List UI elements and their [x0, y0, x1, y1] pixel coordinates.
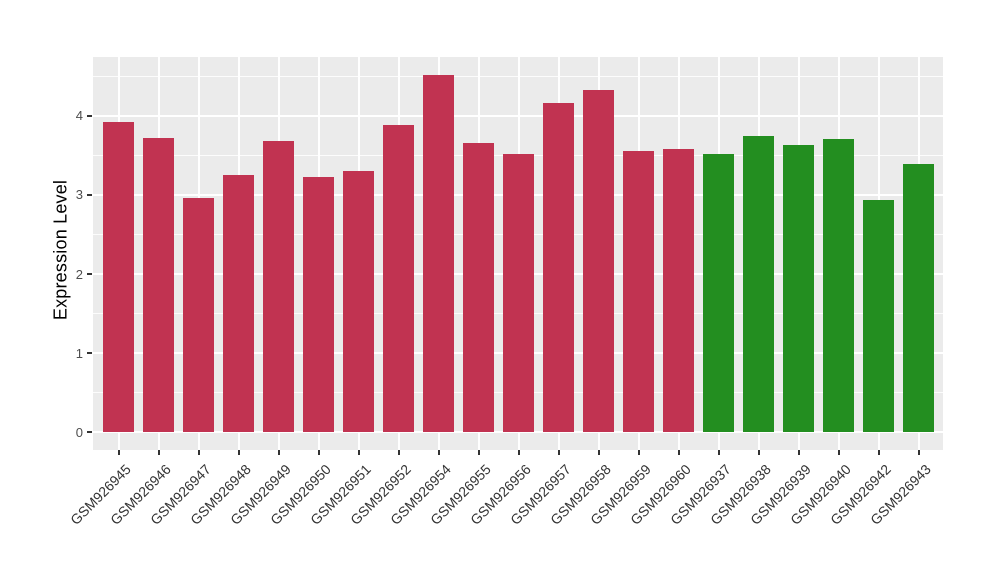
y-axis-tick	[87, 431, 92, 434]
bar-GSM926940	[823, 138, 854, 433]
x-axis-tick	[117, 450, 120, 455]
x-axis-tick	[317, 450, 320, 455]
bar-GSM926937	[703, 154, 734, 433]
bar-GSM926939	[783, 144, 814, 433]
plot-panel	[93, 57, 943, 450]
y-axis-tick-label: 1	[75, 345, 83, 361]
x-axis-tick	[677, 450, 680, 455]
bar-GSM926942	[863, 199, 894, 433]
y-axis-tick-label: 3	[75, 187, 83, 203]
bar-GSM926952	[383, 125, 414, 433]
bar-GSM926956	[503, 153, 534, 433]
bar-GSM926938	[743, 136, 774, 433]
bar-GSM926943	[903, 163, 934, 433]
x-axis-tick	[757, 450, 760, 455]
bar-GSM926946	[143, 137, 174, 433]
bar-GSM926955	[463, 142, 494, 433]
bar-GSM926957	[543, 103, 574, 433]
x-axis-tick	[877, 450, 880, 455]
y-axis-tick-label: 4	[75, 108, 83, 124]
y-axis-tick-label: 2	[75, 266, 83, 282]
y-axis-tick	[87, 193, 92, 196]
x-axis-tick	[557, 450, 560, 455]
x-axis-tick	[157, 450, 160, 455]
bar-GSM926954	[423, 74, 454, 433]
bar-GSM926950	[303, 176, 334, 433]
bar-GSM926947	[183, 198, 214, 433]
y-axis-tick	[87, 114, 92, 117]
bar-GSM926948	[223, 175, 254, 433]
bar-GSM926951	[343, 171, 374, 433]
x-axis-tick	[917, 450, 920, 455]
x-axis-tick	[397, 450, 400, 455]
bar-GSM926945	[103, 122, 134, 433]
x-axis-tick	[437, 450, 440, 455]
bar-GSM926959	[623, 150, 654, 433]
x-axis-tick	[517, 450, 520, 455]
x-axis-tick	[797, 450, 800, 455]
x-axis-tick	[477, 450, 480, 455]
x-axis-tick	[277, 450, 280, 455]
y-axis-tick	[87, 273, 92, 275]
bar-GSM926960	[663, 148, 694, 433]
x-axis-tick	[637, 450, 640, 455]
y-axis-tick	[87, 352, 92, 355]
x-axis-tick	[837, 450, 840, 455]
bar-GSM926958	[583, 89, 614, 433]
bar-GSM926949	[263, 141, 294, 433]
x-axis-tick	[237, 450, 240, 455]
x-axis-tick	[197, 450, 200, 455]
y-axis-tick-label: 0	[75, 424, 83, 440]
x-axis-tick	[597, 450, 600, 455]
x-axis-tick	[357, 450, 360, 455]
x-axis-tick	[717, 450, 720, 455]
